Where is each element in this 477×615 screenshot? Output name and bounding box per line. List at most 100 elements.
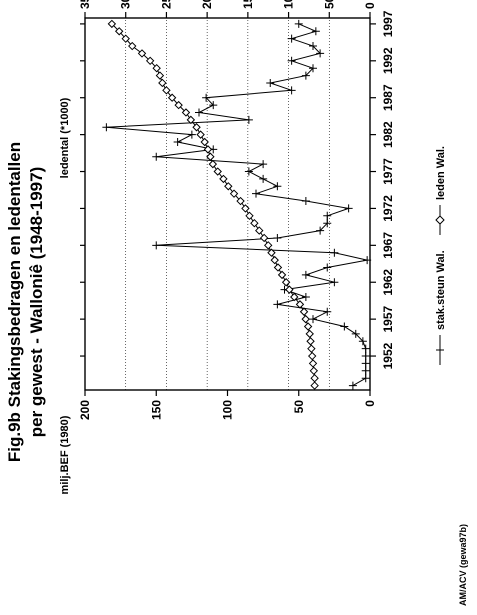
point-leden	[200, 137, 209, 147]
y-left-tick-label: 0	[363, 400, 377, 407]
point-leden	[310, 381, 319, 390]
point-leden	[309, 366, 319, 376]
point-stak-steun	[102, 123, 111, 132]
point-stak-steun	[202, 93, 211, 102]
point-stak-steun	[311, 27, 320, 36]
point-leden	[245, 211, 254, 221]
x-tick-label: 1987	[381, 84, 395, 111]
right-axis-label: ledental (*1000)	[59, 97, 71, 178]
point-stak-steun	[361, 352, 370, 361]
point-stak-steun	[316, 49, 325, 58]
point-stak-steun	[330, 278, 339, 287]
x-tick-label: 1962	[381, 269, 395, 296]
point-stak-steun	[273, 182, 282, 191]
y-right-tick-label: 50	[322, 0, 336, 9]
point-stak-steun	[363, 256, 372, 265]
x-tick-label: 1957	[381, 305, 395, 332]
legend-item-stak-steun: stak.steun Wal.	[435, 250, 447, 365]
point-leden	[162, 86, 171, 95]
point-leden	[264, 241, 273, 250]
y-right-tick-label: 0	[363, 2, 377, 9]
x-axis: 1952 1957 1962 1967 1972 1977 1982 1987 1992 1997	[80, 10, 395, 369]
point-leden	[241, 204, 250, 213]
x-tick-label: 1972	[381, 195, 395, 222]
chart-subtitle: per gewest - Walloniê (1948-1997)	[27, 167, 46, 438]
point-leden	[155, 71, 165, 80]
point-leden	[114, 27, 124, 36]
y-left-tick-label: 100	[221, 400, 235, 420]
point-leden	[295, 300, 305, 309]
x-tick-label: 1952	[381, 342, 395, 369]
point-leden	[167, 93, 177, 102]
point-stak-steun	[273, 233, 282, 242]
point-leden	[308, 359, 318, 368]
point-stak-steun	[287, 86, 296, 95]
point-leden	[137, 49, 147, 58]
point-stak-steun	[244, 167, 253, 176]
point-stak-steun	[323, 211, 332, 220]
point-stak-steun	[287, 34, 296, 43]
point-leden	[128, 41, 137, 51]
series-layer	[102, 19, 372, 390]
legend: stak.steun Wal. leden Wal.	[435, 146, 447, 365]
point-leden	[192, 123, 201, 132]
x-tick-label: 1982	[381, 121, 395, 148]
point-leden	[186, 115, 196, 125]
point-leden	[250, 218, 259, 228]
point-leden	[290, 292, 299, 302]
rotated-chart-group: Fig.9b Stakingsbedragen en ledentallen p…	[5, 0, 468, 606]
point-stak-steun	[273, 300, 282, 309]
gridlines	[125, 18, 330, 390]
series-line-stak-steun	[106, 23, 368, 387]
series-line-leden	[111, 23, 316, 386]
point-stak-steun	[344, 204, 353, 213]
point-stak-steun	[152, 152, 161, 161]
point-stak-steun	[358, 337, 367, 346]
point-stak-steun	[348, 381, 357, 390]
point-stak-steun	[301, 293, 310, 301]
left-axis: 0 50 100 150 200	[78, 390, 377, 420]
point-leden	[303, 322, 313, 331]
y-right-tick-label: 350	[78, 0, 92, 9]
point-stak-steun	[323, 263, 332, 272]
point-leden	[299, 307, 309, 316]
point-leden	[281, 278, 291, 287]
point-leden	[107, 19, 117, 29]
point-stak-steun	[259, 174, 268, 183]
point-leden	[224, 182, 233, 191]
y-right-tick-label: 150	[241, 0, 255, 9]
point-stak-steun	[266, 78, 275, 87]
point-stak-steun	[361, 359, 370, 368]
point-leden	[307, 344, 316, 353]
point-stak-steun	[294, 19, 303, 28]
point-leden	[285, 285, 294, 294]
point-leden	[213, 167, 222, 176]
y-left-tick-label: 150	[149, 400, 163, 420]
y-right-tick-label: 250	[159, 0, 173, 9]
point-stak-steun	[252, 189, 260, 198]
point-stak-steun	[173, 138, 182, 146]
y-right-tick-label: 300	[119, 0, 133, 9]
point-stak-steun	[330, 248, 339, 257]
point-leden	[145, 56, 155, 66]
chart-title: Fig.9b Stakingsbedragen en ledentallen	[5, 142, 24, 462]
legend-item-leden: leden Wal.	[435, 146, 447, 235]
left-axis-label: milj.BEF (1980)	[59, 415, 71, 494]
point-stak-steun	[209, 101, 218, 110]
point-stak-steun	[361, 374, 370, 383]
point-leden	[273, 263, 283, 272]
point-leden	[236, 196, 245, 206]
point-stak-steun	[323, 219, 332, 228]
point-stak-steun	[316, 226, 325, 235]
point-leden	[208, 159, 218, 169]
point-stak-steun	[195, 108, 203, 117]
point-leden	[181, 108, 191, 117]
point-leden	[219, 174, 228, 184]
point-stak-steun	[301, 270, 310, 279]
point-stak-steun	[287, 56, 296, 65]
point-stak-steun	[187, 130, 196, 139]
point-leden	[196, 130, 205, 139]
point-stak-steun	[361, 366, 370, 375]
point-leden	[255, 226, 264, 235]
point-leden	[306, 337, 315, 346]
